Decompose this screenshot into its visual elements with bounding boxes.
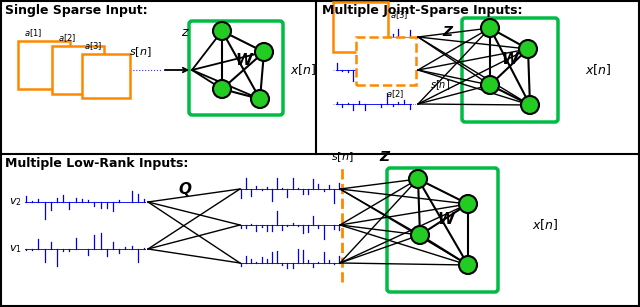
Text: $s[n]$: $s[n]$ [331, 150, 353, 164]
Circle shape [519, 40, 537, 58]
Text: $\mathit{a}$[2]: $\mathit{a}$[2] [386, 88, 404, 100]
Text: $s[n]$: $s[n]$ [129, 45, 151, 59]
Circle shape [481, 76, 499, 94]
Text: Multiple Low-Rank Inputs:: Multiple Low-Rank Inputs: [5, 157, 188, 170]
Text: $\mathit{a}$[2]: $\mathit{a}$[2] [58, 32, 76, 44]
Circle shape [459, 195, 477, 213]
Text: Single Sparse Input:: Single Sparse Input: [5, 4, 148, 17]
Bar [82, 54, 130, 98]
Text: $\boldsymbol{W}$: $\boldsymbol{W}$ [437, 211, 457, 227]
Circle shape [521, 96, 539, 114]
Circle shape [213, 80, 231, 98]
FancyBboxPatch shape [189, 21, 283, 115]
Text: $x[n]$: $x[n]$ [290, 63, 316, 77]
Text: $v_2$: $v_2$ [9, 196, 22, 208]
Text: $x[n]$: $x[n]$ [532, 218, 558, 232]
Text: $z$: $z$ [180, 26, 189, 39]
Text: $v_1$: $v_1$ [9, 243, 22, 255]
Bar [333, 2, 388, 52]
Text: $s[n]$: $s[n]$ [430, 78, 450, 92]
Text: $\boldsymbol{Z}$: $\boldsymbol{Z}$ [379, 150, 391, 164]
Circle shape [411, 226, 429, 244]
Bar [52, 46, 104, 94]
Circle shape [251, 90, 269, 108]
Bar [356, 37, 416, 85]
Text: $\boldsymbol{W}$: $\boldsymbol{W}$ [236, 52, 255, 68]
Bar [18, 41, 70, 89]
Text: $\boldsymbol{Z}$: $\boldsymbol{Z}$ [442, 25, 454, 39]
Circle shape [481, 19, 499, 37]
Text: $\boldsymbol{W}$: $\boldsymbol{W}$ [501, 51, 521, 67]
Text: $\mathit{a}$[3]: $\mathit{a}$[3] [84, 40, 102, 52]
FancyBboxPatch shape [462, 18, 558, 122]
Circle shape [409, 170, 427, 188]
Circle shape [213, 22, 231, 40]
Text: $x[n]$: $x[n]$ [585, 63, 611, 77]
FancyBboxPatch shape [387, 168, 498, 292]
Text: Multiple Joint-Sparse Inputs:: Multiple Joint-Sparse Inputs: [322, 4, 522, 17]
Text: $\mathit{a}$[3]: $\mathit{a}$[3] [390, 9, 408, 21]
Circle shape [459, 256, 477, 274]
Circle shape [255, 43, 273, 61]
Text: $\mathit{a}$[1]: $\mathit{a}$[1] [24, 27, 42, 39]
Text: $\boldsymbol{Q}$: $\boldsymbol{Q}$ [178, 180, 192, 198]
